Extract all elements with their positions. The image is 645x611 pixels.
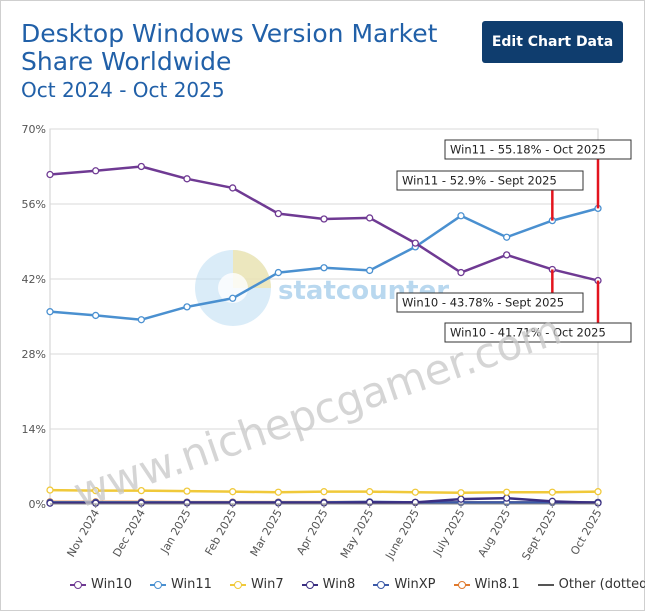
y-tick-label: 42%: [22, 273, 46, 286]
data-point-win11[interactable]: [274, 268, 282, 277]
legend-marker-icon: [301, 580, 318, 589]
annotation-box: [444, 322, 632, 343]
annotation-box: [444, 139, 632, 160]
legend-marker-icon: [453, 580, 470, 589]
data-point-win7[interactable]: [366, 488, 374, 496]
data-point-win7[interactable]: [503, 488, 511, 496]
data-point-win10[interactable]: [366, 214, 374, 222]
annotation-box: [396, 292, 584, 313]
legend-marker-icon: [373, 580, 390, 589]
y-tick-label: 56%: [22, 198, 46, 211]
data-point-win8[interactable]: [548, 497, 556, 505]
legend-label: Win7: [250, 577, 284, 592]
y-tick-label: 70%: [22, 123, 46, 136]
data-point-win10[interactable]: [503, 251, 511, 259]
x-tick-label: Oct 2025: [568, 507, 605, 557]
data-point-win7[interactable]: [457, 489, 465, 497]
data-point-win11[interactable]: [92, 311, 100, 320]
legend-item-win8-1[interactable]: Win8.1: [453, 577, 520, 592]
data-point-win11[interactable]: [46, 308, 54, 316]
legend-item-win7[interactable]: Win7: [229, 577, 284, 592]
legend-marker-icon: [149, 580, 166, 589]
x-tick-label: May 2025: [338, 507, 376, 560]
data-point-win11[interactable]: [137, 316, 145, 324]
annotation-label: Win11 - 55.18% - Oct 2025: [450, 143, 606, 157]
data-point-win10[interactable]: [320, 215, 328, 223]
x-tick-label: Dec 2024: [110, 507, 148, 559]
chart-title: Desktop Windows Version Market Share Wor…: [21, 19, 438, 76]
data-point-win10[interactable]: [46, 170, 54, 179]
legend-item-win10[interactable]: Win10: [70, 577, 132, 592]
data-point-win11[interactable]: [229, 294, 237, 302]
data-point-win7[interactable]: [274, 488, 282, 496]
legend-item-win11[interactable]: Win11: [149, 577, 212, 592]
legend-label: Win8.1: [474, 577, 520, 592]
data-point-win11[interactable]: [503, 233, 511, 241]
data-point-win7[interactable]: [320, 488, 328, 496]
data-point-win10[interactable]: [92, 167, 100, 175]
legend-item-other-dotted[interactable]: Other (dotted): [537, 577, 645, 592]
annotation-box: [396, 170, 584, 191]
legend-marker-icon: [229, 580, 246, 589]
legend-item-win8[interactable]: Win8: [301, 577, 356, 592]
x-tick-label: Mar 2025: [248, 507, 285, 559]
legend-marker-icon: [537, 581, 554, 589]
statcounter-logo-hole: [218, 273, 248, 303]
statcounter-watermark: statcounter: [195, 250, 449, 326]
data-point-win10[interactable]: [137, 162, 145, 171]
data-point-win8[interactable]: [457, 495, 465, 503]
data-point-win8[interactable]: [46, 499, 54, 507]
annotations-group: Win11 - 55.18% - Oct 2025 Win11 - 52.9% -…: [396, 139, 632, 343]
edit-chart-data-button[interactable]: Edit Chart Data: [482, 21, 623, 63]
legend-label: Other (dotted): [558, 577, 645, 592]
series-group: [46, 162, 602, 507]
legend-item-winxp[interactable]: WinXP: [373, 577, 436, 592]
y-tick-label: 28%: [22, 348, 46, 361]
data-point-win10[interactable]: [411, 239, 419, 247]
data-point-win10[interactable]: [274, 209, 282, 218]
legend-label: Win11: [170, 577, 212, 592]
annotation-label: Win11 - 52.9% - Sept 2025: [402, 174, 557, 188]
y-tick-label: 14%: [22, 423, 46, 436]
x-tick-label: Aug 2025: [476, 507, 514, 559]
chart-subtitle: Oct 2024 - Oct 2025: [21, 78, 225, 102]
chart-legend: Win10 Win11 Win7 Win8 WinXP Win8.1 Other (dott…: [70, 577, 645, 592]
legend-label: Win8: [322, 577, 356, 592]
data-point-win7[interactable]: [183, 487, 191, 495]
data-point-win7[interactable]: [594, 488, 602, 496]
x-tick-label: June 2025: [382, 507, 421, 562]
legend-label: Win10: [91, 577, 132, 592]
y-tick-label: 0%: [29, 498, 46, 511]
data-point-win7[interactable]: [92, 486, 100, 495]
legend-label: WinXP: [394, 577, 436, 592]
data-point-win11[interactable]: [366, 266, 374, 275]
x-tick-label: Feb 2025: [203, 507, 240, 558]
data-point-win10[interactable]: [229, 184, 237, 192]
x-tick-label: Sept 2025: [519, 507, 559, 562]
data-point-win7[interactable]: [548, 488, 556, 496]
data-point-win11[interactable]: [457, 212, 465, 220]
data-point-win8[interactable]: [503, 494, 511, 502]
data-point-win10[interactable]: [183, 175, 191, 183]
data-point-win7[interactable]: [46, 486, 54, 494]
data-point-win7[interactable]: [411, 488, 419, 496]
annotation-label: Win10 - 41.71% - Oct 2025: [450, 326, 606, 340]
annotation-label: Win10 - 43.78% - Sept 2025: [402, 296, 564, 310]
x-tick-label: Apr 2025: [294, 507, 331, 557]
x-tick-label: July 2025: [430, 507, 467, 559]
legend-marker-icon: [70, 580, 86, 589]
data-point-win7[interactable]: [137, 486, 145, 495]
data-point-win11[interactable]: [320, 264, 328, 272]
site-watermark: www.nichepcgamer.com: [67, 305, 567, 518]
data-point-win7[interactable]: [229, 488, 237, 496]
data-point-win10[interactable]: [457, 268, 465, 277]
data-point-win11[interactable]: [183, 303, 191, 311]
x-tick-label: Jan 2025: [158, 507, 194, 556]
